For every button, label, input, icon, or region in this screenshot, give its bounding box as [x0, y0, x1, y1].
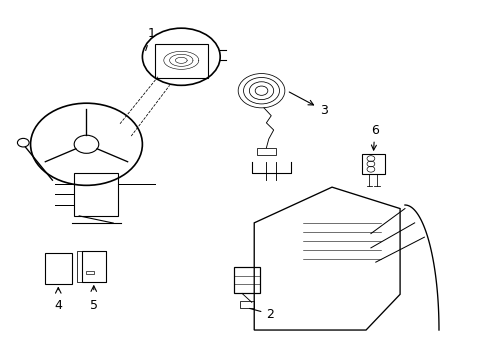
Bar	[361, 154, 384, 174]
Text: 3: 3	[289, 92, 327, 117]
Bar	[86, 271, 94, 274]
Bar	[74, 173, 118, 216]
Text: 1: 1	[145, 27, 155, 50]
Bar	[256, 148, 276, 155]
Bar	[45, 253, 72, 284]
Circle shape	[18, 138, 29, 147]
Text: 6: 6	[370, 123, 378, 150]
Text: 5: 5	[90, 298, 98, 312]
Bar	[81, 251, 106, 282]
Text: 2: 2	[249, 307, 274, 320]
Bar	[154, 44, 207, 78]
Text: 4: 4	[54, 298, 62, 312]
Bar	[239, 301, 254, 308]
Bar	[233, 267, 260, 293]
